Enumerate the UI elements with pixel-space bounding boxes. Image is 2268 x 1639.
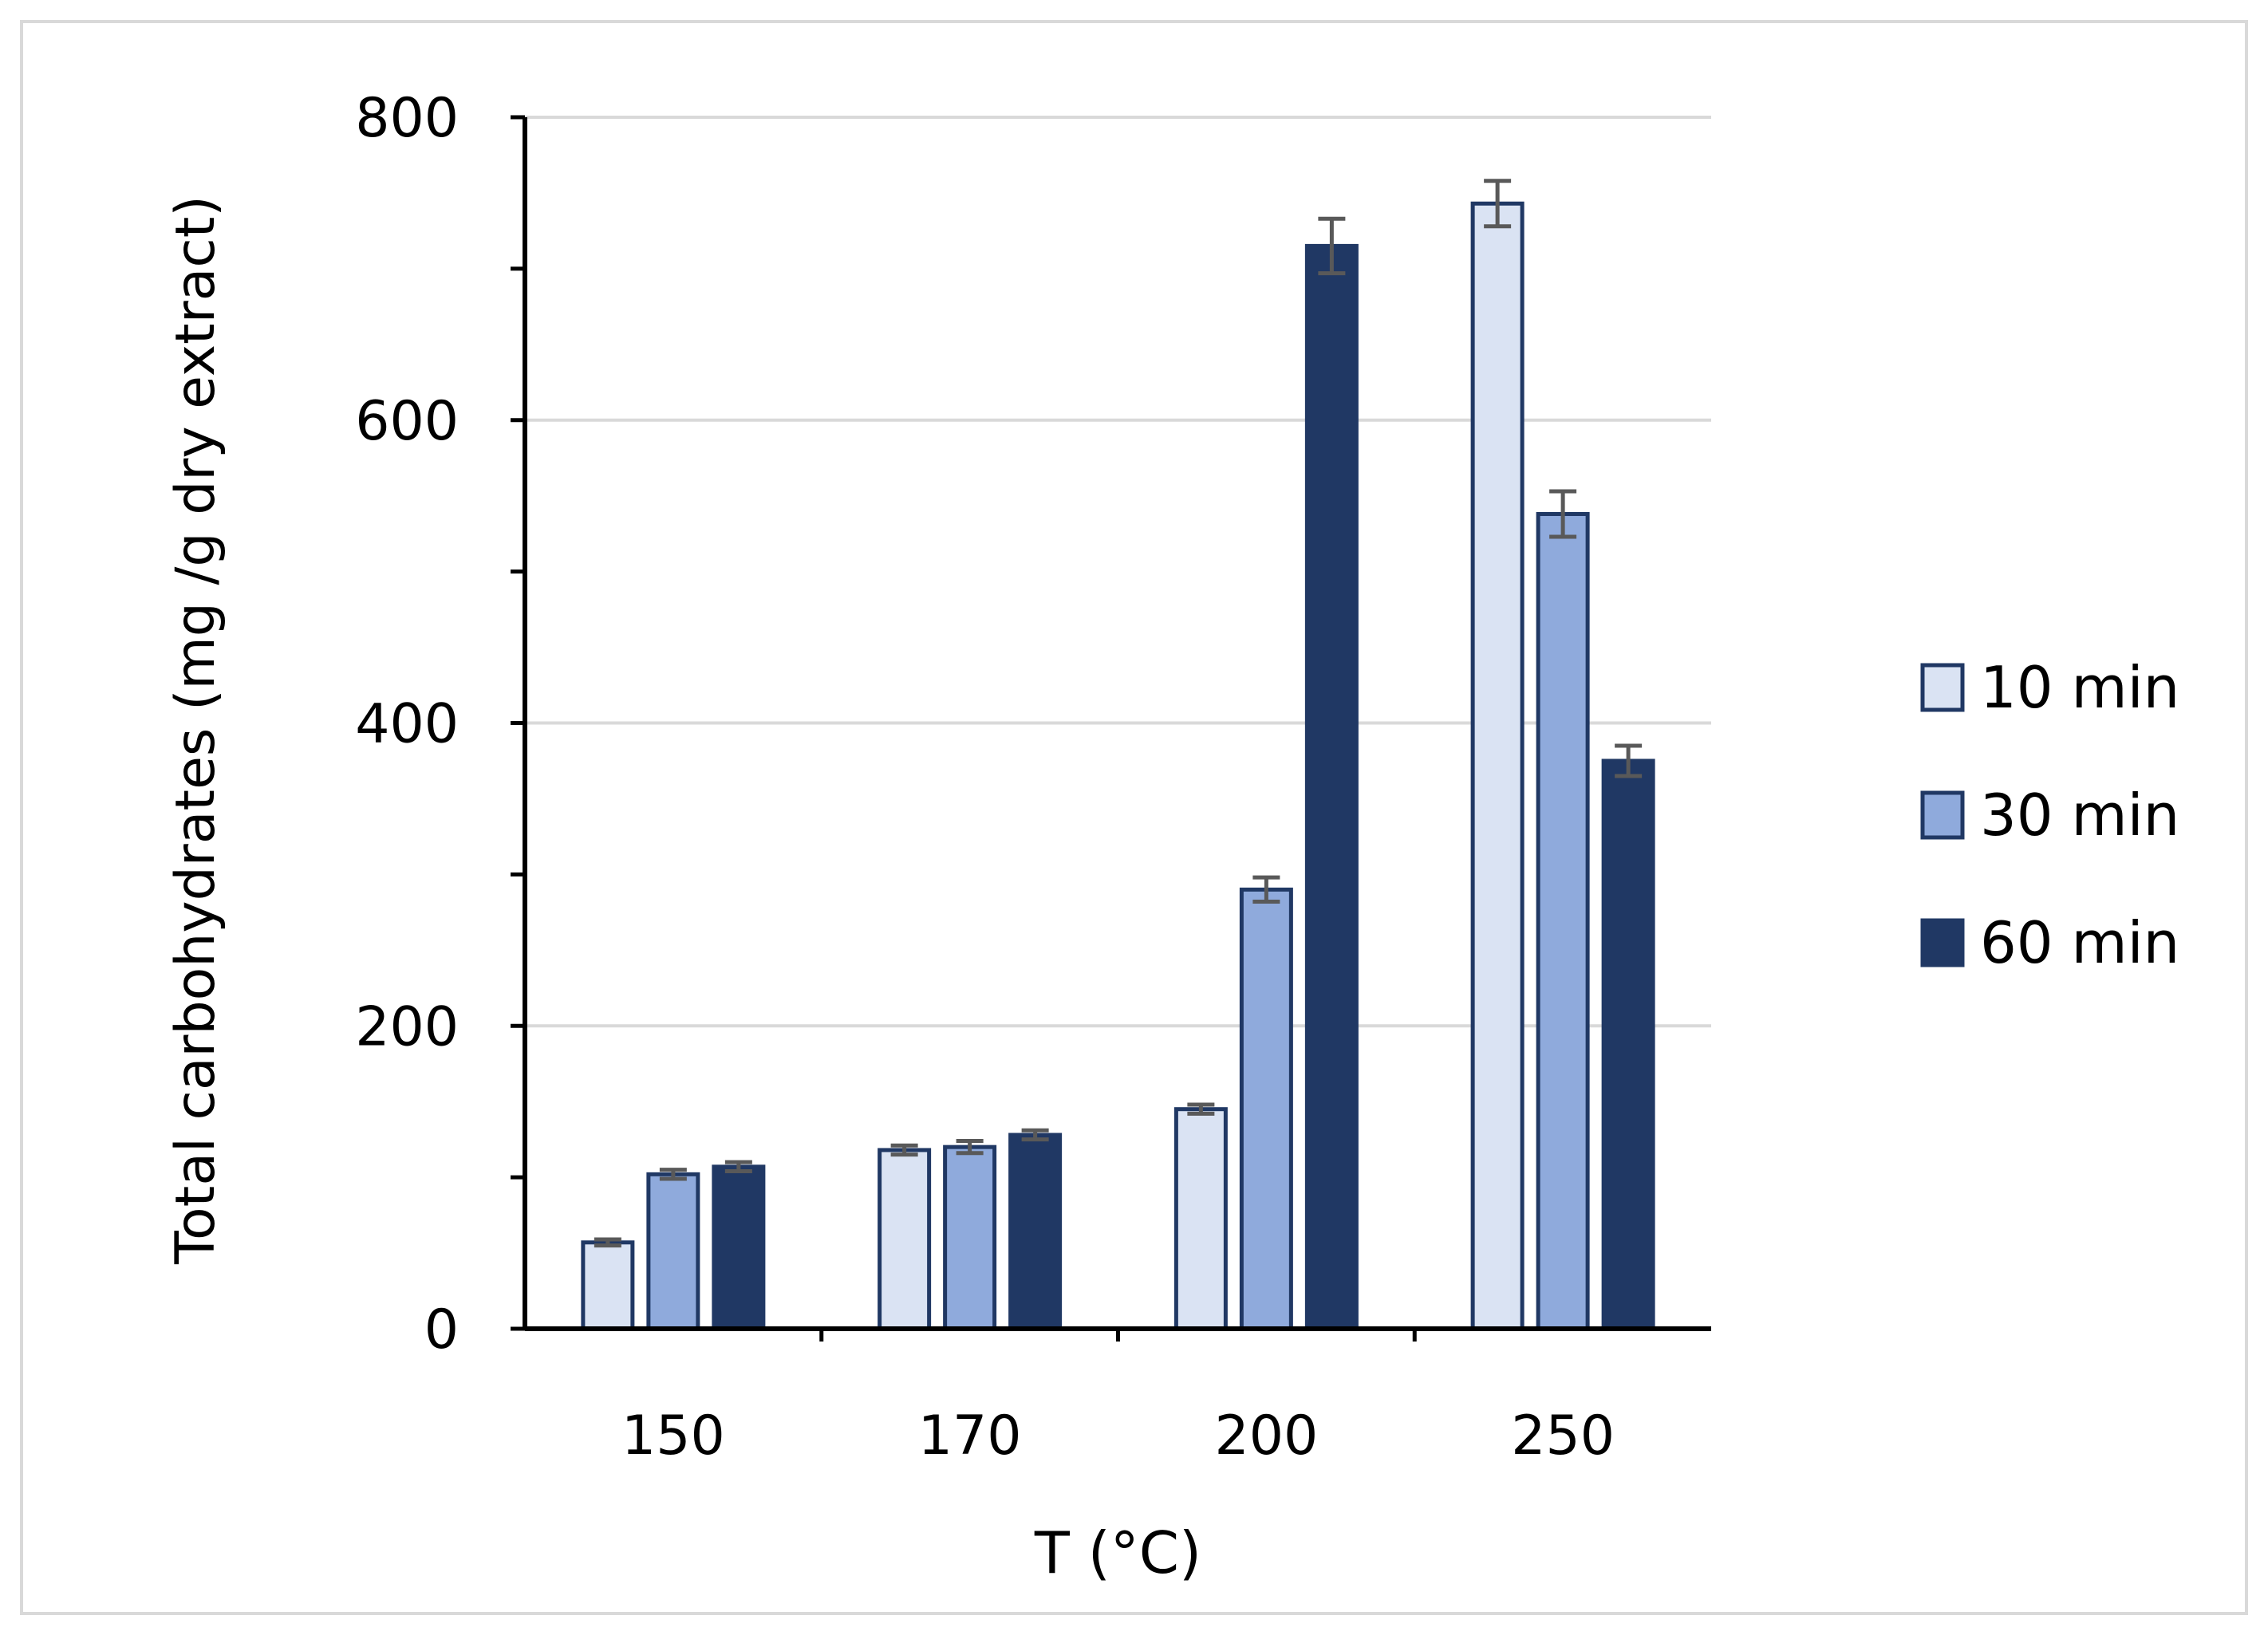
x-tick-label-150: 150 [621, 1405, 725, 1468]
legend-label: 60 min [1980, 909, 2179, 976]
x-tick-label-200: 200 [1214, 1405, 1318, 1468]
y-tick-label-600: 600 [355, 390, 459, 453]
error-bar-10-min-250 [1484, 179, 1512, 229]
bar-30-min-250 [1536, 511, 1590, 1331]
x-tick-label-250: 250 [1511, 1405, 1615, 1468]
legend-swatch [1920, 790, 1965, 840]
legend-swatch [1920, 663, 1965, 712]
error-bar-30-min-170 [956, 1139, 984, 1156]
legend-item-60-min: 60 min [1920, 909, 2179, 976]
bar-30-min-200 [1239, 887, 1293, 1331]
error-bar-60-min-250 [1615, 743, 1643, 778]
bar-10-min-200 [1173, 1107, 1228, 1331]
chart-frame [20, 20, 2248, 1615]
error-bar-60-min-170 [1021, 1128, 1049, 1142]
bar-10-min-150 [581, 1240, 635, 1331]
bar-10-min-170 [878, 1148, 932, 1331]
legend: 10 min 30 min 60 min [1920, 654, 2179, 976]
y-tick-label-400: 400 [355, 693, 459, 756]
y-tick-labels: 0 200 400 600 800 [355, 87, 525, 1361]
x-tick-label-170: 170 [918, 1405, 1022, 1468]
bar-30-min-170 [943, 1145, 997, 1331]
error-bars [594, 179, 1643, 1248]
bar-60-min-170 [1008, 1133, 1063, 1331]
error-bar-30-min-200 [1252, 875, 1280, 904]
error-bar-10-min-150 [594, 1237, 621, 1248]
bar-30-min-150 [646, 1172, 700, 1331]
legend-label: 10 min [1980, 654, 2179, 721]
bar-60-min-200 [1304, 243, 1359, 1331]
legend-swatch [1920, 918, 1965, 967]
error-bar-60-min-200 [1318, 216, 1346, 276]
bar-60-min-250 [1601, 758, 1655, 1331]
legend-item-30-min: 30 min [1920, 782, 2179, 849]
error-bar-10-min-200 [1187, 1102, 1215, 1116]
bar-60-min-150 [712, 1164, 766, 1331]
y-tick-label-200: 200 [355, 995, 459, 1058]
legend-item-10-min: 10 min [1920, 654, 2179, 721]
legend-label: 30 min [1980, 782, 2179, 849]
error-bar-60-min-150 [724, 1160, 752, 1174]
y-tick-label-800: 800 [355, 87, 459, 150]
error-bar-30-min-250 [1549, 489, 1577, 539]
error-bar-30-min-150 [659, 1168, 687, 1181]
x-axis-title: T (°C) [1034, 1519, 1201, 1586]
bar-10-min-250 [1470, 201, 1524, 1331]
error-bar-10-min-170 [890, 1143, 918, 1157]
y-tick-label-0: 0 [424, 1298, 459, 1361]
y-axis-title: Total carbohydrates (mg /g dry extract) [164, 195, 227, 1265]
x-tick-labels: 150 170 200 250 [621, 1329, 1615, 1468]
